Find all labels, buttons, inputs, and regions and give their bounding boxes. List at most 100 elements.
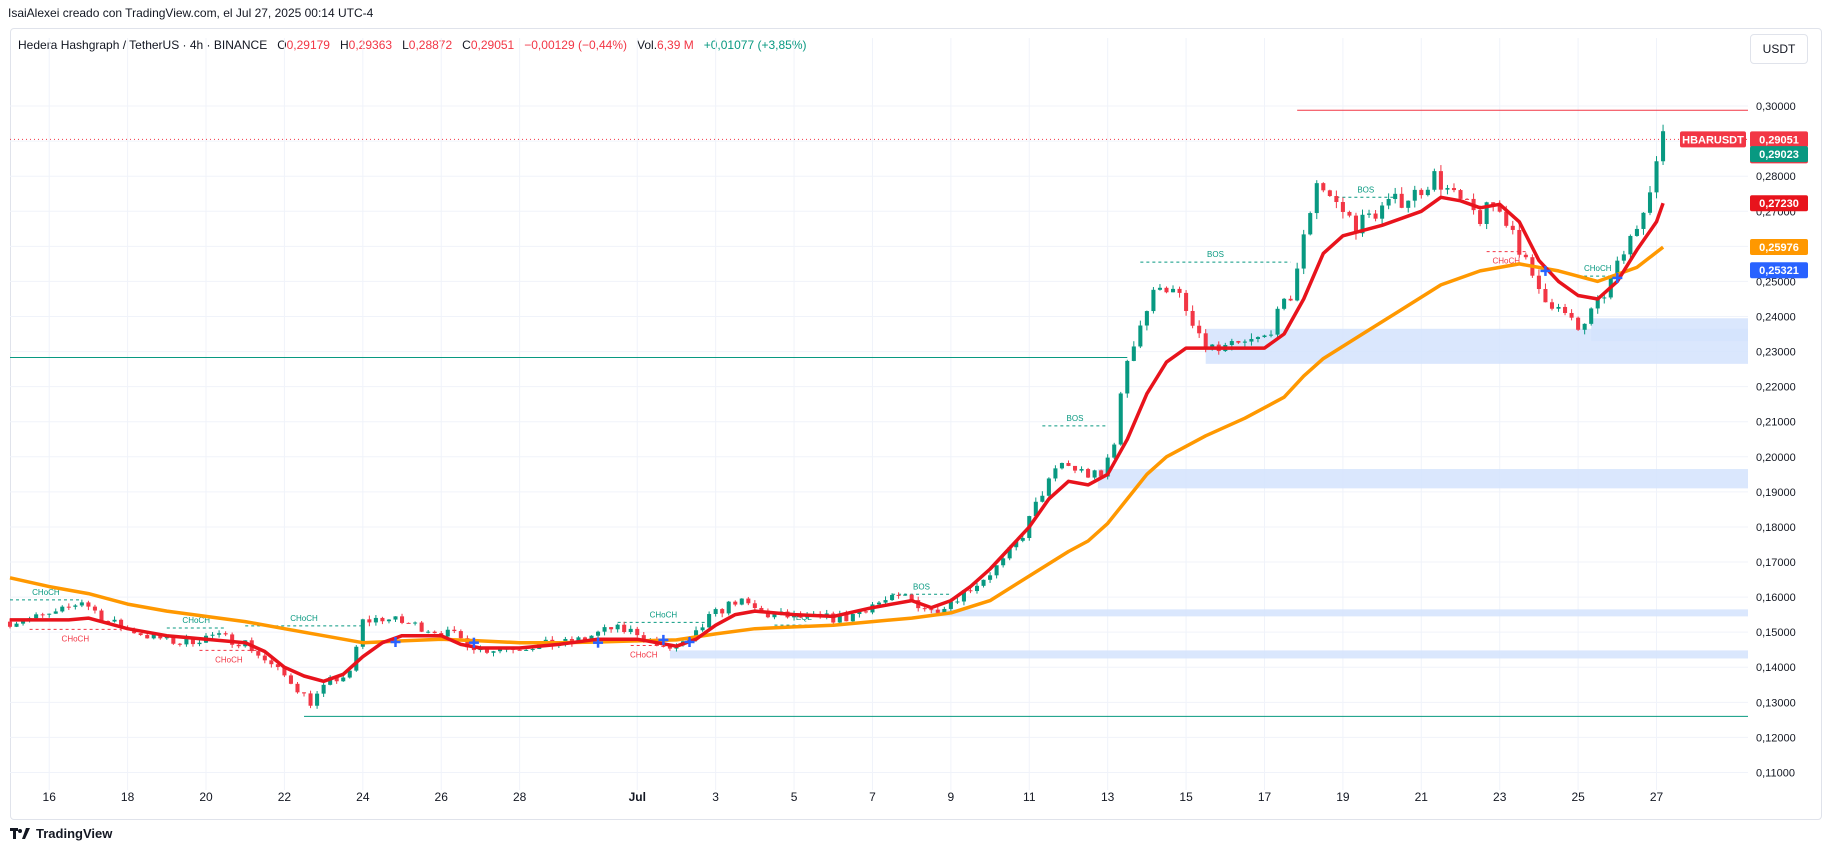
candle-body (746, 598, 751, 604)
candle-body (99, 610, 104, 621)
candle-body (223, 633, 228, 635)
candle-body (720, 609, 725, 614)
candle-body (752, 603, 757, 608)
candle-body (445, 629, 450, 637)
candle-body (1118, 393, 1123, 445)
price-label-text: 0,25976 (1759, 242, 1799, 254)
change-value: −0,00129 (−0,44%) (524, 38, 627, 52)
x-tick-label: 11 (1023, 790, 1036, 804)
price-label-text: 0,25321 (1759, 265, 1799, 277)
candle-body (700, 627, 705, 631)
structure-label: CHoCH (1492, 257, 1520, 266)
candle-body (341, 677, 346, 682)
candle-body (1066, 462, 1071, 466)
candle-body (321, 684, 326, 694)
chart-frame (10, 28, 1822, 820)
candle-body (890, 594, 895, 601)
candle-body (1210, 344, 1215, 348)
x-tick-label: 23 (1493, 790, 1507, 804)
price-label: HBARUSDT (1680, 131, 1746, 148)
footer: TradingView (10, 826, 112, 841)
candle-body (661, 645, 666, 647)
candle-body (1549, 302, 1555, 309)
candle-body (40, 614, 45, 616)
candle-body (197, 642, 202, 645)
candle-body (47, 613, 52, 615)
candle-body (1451, 188, 1457, 191)
candle-body (1053, 468, 1058, 479)
y-axis: 0,300000,290000,280000,270000,260000,250… (1756, 101, 1796, 779)
candle-body (1099, 470, 1104, 477)
candle-body (844, 614, 849, 622)
candle-body (1497, 204, 1502, 212)
candle-body (308, 693, 313, 706)
candle-body (269, 660, 274, 665)
candle-body (1582, 323, 1587, 330)
y-tick-label: 0,20000 (1756, 452, 1796, 464)
candle-body (1523, 254, 1528, 258)
candle-body (1419, 189, 1424, 196)
candle-body (458, 631, 463, 639)
x-tick-label: 17 (1258, 790, 1272, 804)
candle-body (1478, 210, 1483, 224)
candle-body (1144, 311, 1149, 326)
candle-body (256, 651, 261, 656)
structure-label: BOS (1067, 414, 1084, 423)
candle-body (426, 631, 431, 633)
candle-body (948, 601, 953, 609)
candle-body (119, 619, 124, 628)
candle-body (367, 619, 372, 623)
candle-body (7, 621, 13, 627)
candle-body (1308, 213, 1313, 235)
y-tick-label: 0,13000 (1756, 697, 1796, 709)
candle-body (628, 628, 633, 633)
candle-body (86, 602, 91, 607)
candle-body (942, 608, 947, 613)
candle-body (667, 646, 672, 649)
candle-body (1628, 235, 1633, 255)
volume-label: Vol. (637, 38, 658, 52)
candle-body (1249, 338, 1254, 342)
candle-body (230, 634, 235, 645)
currency-button[interactable]: USDT (1750, 34, 1808, 64)
candle-body (380, 617, 385, 622)
x-tick-label: 7 (869, 790, 876, 804)
candle-body (1288, 298, 1293, 301)
candle-body (596, 631, 601, 636)
candle-body (1556, 306, 1561, 309)
candle-body (641, 635, 646, 641)
candle-body (1236, 341, 1241, 343)
candle-body (981, 579, 986, 586)
high-label: H (340, 38, 349, 52)
candle-body (1340, 202, 1345, 212)
cross-marker-icon (390, 636, 401, 647)
structure-layer: CHoCH CHoCH CHoCH CHoCH CHoCH CHoCH CHoCH EQL BO… (10, 185, 1618, 664)
candle-body (1504, 211, 1509, 226)
candle-body (857, 611, 862, 615)
candle-body (1157, 287, 1162, 290)
x-tick-label: 3 (712, 790, 719, 804)
candle-body (282, 667, 287, 676)
candle-body (151, 633, 156, 639)
candle-body (1295, 268, 1300, 301)
candle-body (21, 621, 26, 624)
y-tick-label: 0,15000 (1756, 627, 1796, 639)
price-label-text: 0,29051 (1759, 134, 1799, 146)
symbol-title[interactable]: Hedera Hashgraph / TetherUS · 4h · BINAN… (18, 38, 268, 52)
candle-body (1380, 205, 1385, 219)
x-tick-label: 20 (199, 790, 213, 804)
price-label: 0,25976 (1750, 239, 1808, 256)
x-tick-label: 16 (43, 790, 57, 804)
y-tick-label: 0,28000 (1756, 171, 1796, 183)
price-label-text: HBARUSDT (1682, 134, 1744, 146)
structure-label: CHoCH (215, 655, 243, 664)
candle-body (1138, 325, 1143, 347)
y-tick-label: 0,11000 (1756, 767, 1795, 779)
candle-body (1569, 313, 1574, 318)
candle-body (484, 648, 489, 653)
candle-body (1661, 131, 1666, 162)
candle-body (1621, 254, 1626, 261)
demand-zone (1097, 469, 1748, 489)
y-tick-label: 0,25000 (1756, 276, 1796, 288)
